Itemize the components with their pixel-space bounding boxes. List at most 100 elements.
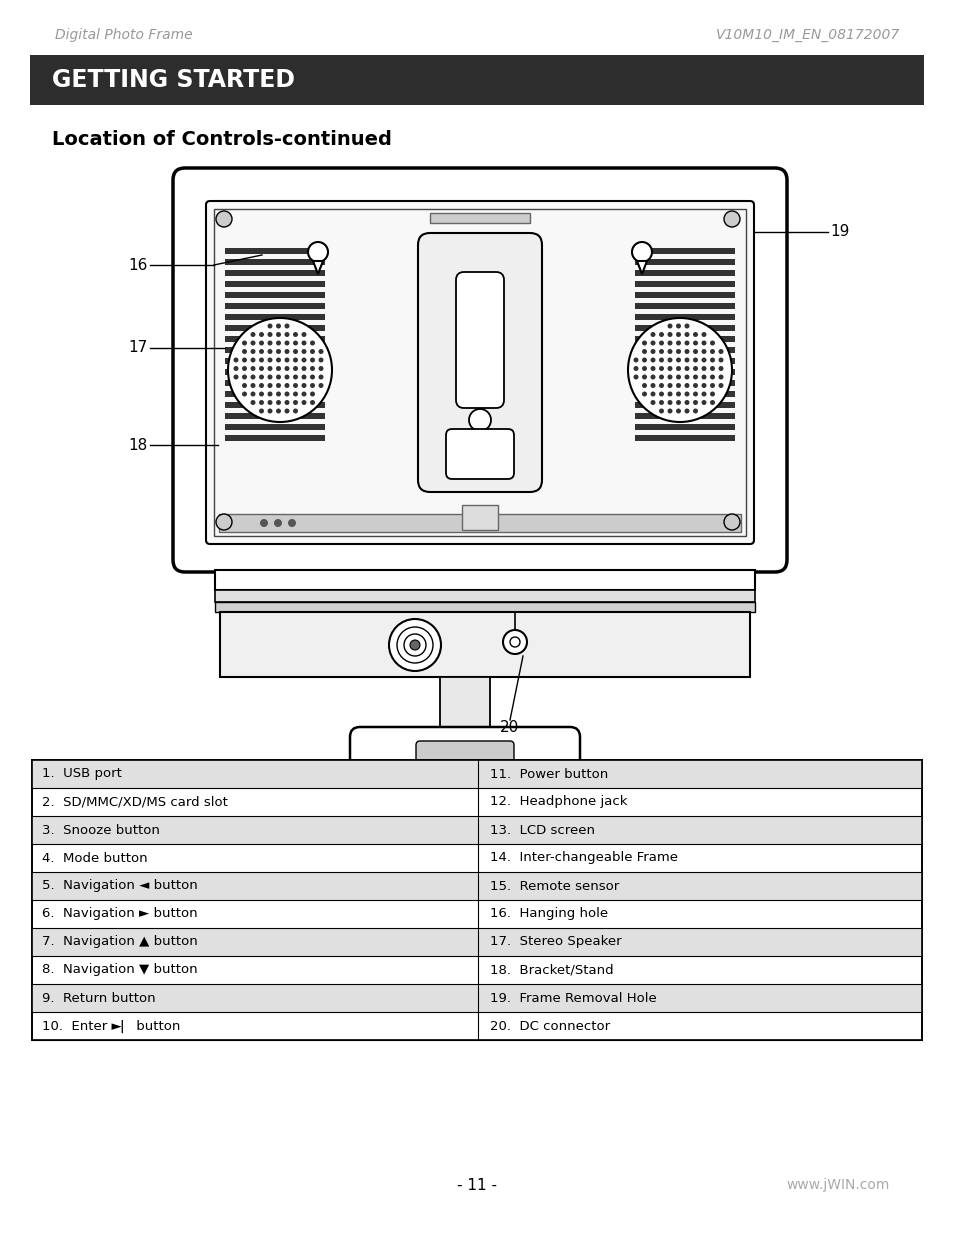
Bar [225,291,325,298]
Circle shape [242,374,247,379]
Bar [635,369,734,375]
Circle shape [251,341,255,346]
Circle shape [684,357,689,363]
Text: 7.  Navigation ▲ button: 7. Navigation ▲ button [42,935,197,948]
Bar [225,380,325,387]
Circle shape [293,332,297,337]
Circle shape [641,366,646,370]
Circle shape [667,324,672,329]
Circle shape [242,350,247,354]
Bar [635,391,734,396]
Circle shape [667,357,672,363]
Circle shape [293,341,297,346]
Circle shape [318,374,323,379]
Circle shape [242,366,247,370]
Circle shape [723,514,740,530]
Bar [32,872,921,900]
Circle shape [692,374,698,379]
FancyBboxPatch shape [417,233,541,492]
Circle shape [650,341,655,346]
Bar [635,435,734,441]
Circle shape [233,357,238,363]
Circle shape [659,332,663,337]
Circle shape [293,350,297,354]
Circle shape [293,357,297,363]
Circle shape [684,332,689,337]
Circle shape [723,211,740,227]
Circle shape [709,350,714,354]
Circle shape [641,391,646,396]
Circle shape [251,391,255,396]
Text: 10.  Enter ►▏ button: 10. Enter ►▏ button [42,1019,180,1032]
Text: 8.  Navigation ▼ button: 8. Navigation ▼ button [42,963,197,977]
Circle shape [267,357,273,363]
Circle shape [676,374,680,379]
Circle shape [301,332,306,337]
Circle shape [242,391,247,396]
Bar [635,358,734,364]
Bar [225,391,325,396]
Circle shape [676,332,680,337]
Circle shape [310,350,314,354]
Circle shape [659,374,663,379]
Circle shape [301,400,306,405]
Circle shape [251,357,255,363]
Circle shape [641,341,646,346]
Circle shape [258,409,264,414]
Circle shape [700,350,706,354]
Bar [213,209,745,536]
Text: 6.  Navigation ► button: 6. Navigation ► button [42,908,197,920]
Circle shape [293,409,297,414]
Circle shape [310,366,314,370]
Bar [32,927,921,956]
Text: GETTING STARTED: GETTING STARTED [52,68,294,91]
Circle shape [284,324,289,329]
Circle shape [718,357,722,363]
Circle shape [650,357,655,363]
FancyBboxPatch shape [416,741,514,769]
Circle shape [275,357,281,363]
Circle shape [676,383,680,388]
Circle shape [301,341,306,346]
Circle shape [692,350,698,354]
Text: - 11 -: - 11 - [456,1177,497,1193]
Circle shape [667,391,672,396]
Circle shape [650,391,655,396]
Bar [635,314,734,320]
Text: Location of Controls-continued: Location of Controls-continued [52,130,392,149]
Circle shape [718,366,722,370]
Text: www.jWIN.com: www.jWIN.com [786,1178,889,1192]
Circle shape [267,350,273,354]
Circle shape [709,366,714,370]
Circle shape [284,383,289,388]
Circle shape [692,383,698,388]
Circle shape [242,383,247,388]
Circle shape [700,391,706,396]
Circle shape [267,374,273,379]
Circle shape [641,357,646,363]
Circle shape [293,366,297,370]
Circle shape [310,391,314,396]
Bar [32,760,921,788]
Circle shape [410,640,419,650]
Circle shape [275,341,281,346]
Circle shape [301,366,306,370]
Circle shape [692,366,698,370]
Bar [32,984,921,1011]
Text: 18.  Bracket/Stand: 18. Bracket/Stand [490,963,613,977]
Circle shape [293,391,297,396]
Circle shape [284,341,289,346]
Bar [635,303,734,309]
Text: 16: 16 [129,258,148,273]
Circle shape [676,409,680,414]
Bar [214,571,754,590]
Circle shape [676,391,680,396]
Bar [225,347,325,353]
Bar [225,282,325,287]
Circle shape [700,383,706,388]
Circle shape [318,366,323,370]
Circle shape [258,332,264,337]
Circle shape [667,350,672,354]
Bar [635,412,734,419]
Circle shape [692,357,698,363]
